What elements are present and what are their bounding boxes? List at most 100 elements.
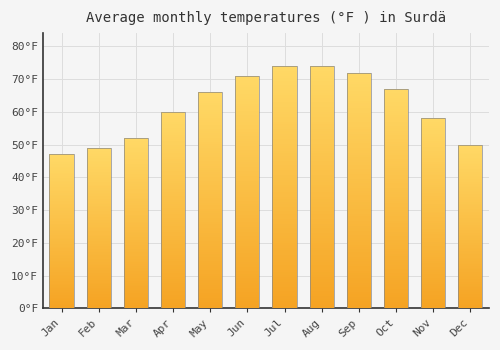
Bar (310, 202, 334, 204)
Bar (124, 254, 148, 256)
Bar (198, 300, 222, 302)
Bar (198, 244, 222, 246)
Bar (347, 167, 371, 169)
Bar (161, 184, 185, 187)
Bar (272, 173, 296, 175)
Bar (236, 285, 260, 288)
Bar (50, 298, 74, 299)
Bar (50, 202, 74, 204)
Bar (86, 148, 111, 308)
Bar (272, 114, 296, 117)
Bar (458, 303, 482, 305)
Bar (124, 276, 148, 278)
Bar (124, 261, 148, 262)
Bar (86, 254, 111, 256)
Bar (384, 254, 408, 256)
Bar (161, 304, 185, 307)
Bar (50, 250, 74, 252)
Bar (384, 205, 408, 208)
Bar (310, 226, 334, 229)
Bar (384, 249, 408, 251)
Bar (236, 176, 260, 178)
Bar (236, 111, 260, 113)
Bar (384, 183, 408, 186)
Bar (198, 298, 222, 300)
Bar (310, 107, 334, 110)
Bar (86, 215, 111, 217)
Bar (236, 94, 260, 97)
Bar (310, 110, 334, 112)
Bar (124, 222, 148, 223)
Bar (347, 136, 371, 139)
Bar (236, 253, 260, 255)
Bar (384, 115, 408, 118)
Bar (198, 101, 222, 103)
Bar (236, 257, 260, 260)
Bar (272, 66, 296, 68)
Bar (124, 256, 148, 257)
Bar (384, 232, 408, 234)
Bar (236, 90, 260, 92)
Bar (384, 262, 408, 265)
Bar (50, 290, 74, 292)
Bar (236, 164, 260, 167)
Bar (236, 88, 260, 90)
Bar (198, 293, 222, 295)
Bar (310, 76, 334, 78)
Bar (272, 197, 296, 199)
Bar (50, 190, 74, 191)
Bar (86, 297, 111, 299)
Bar (384, 192, 408, 194)
Bar (124, 307, 148, 308)
Bar (272, 182, 296, 185)
Bar (458, 287, 482, 289)
Bar (236, 197, 260, 199)
Bar (384, 208, 408, 210)
Bar (272, 221, 296, 224)
Bar (86, 275, 111, 276)
Bar (124, 264, 148, 266)
Bar (458, 294, 482, 295)
Bar (198, 261, 222, 263)
Bar (198, 166, 222, 168)
Bar (50, 276, 74, 278)
Bar (272, 76, 296, 78)
Bar (384, 100, 408, 102)
Bar (161, 177, 185, 179)
Bar (310, 219, 334, 221)
Bar (272, 250, 296, 253)
Bar (124, 160, 148, 162)
Bar (50, 256, 74, 258)
Bar (86, 148, 111, 308)
Bar (236, 215, 260, 218)
Bar (421, 291, 445, 293)
Bar (384, 220, 408, 223)
Bar (50, 221, 74, 222)
Bar (458, 276, 482, 277)
Bar (86, 185, 111, 187)
Bar (86, 199, 111, 201)
Bar (161, 244, 185, 246)
Bar (161, 285, 185, 287)
Bar (421, 297, 445, 299)
Bar (310, 255, 334, 258)
Bar (458, 281, 482, 282)
Bar (161, 195, 185, 196)
Bar (310, 303, 334, 306)
Bar (50, 187, 74, 188)
Bar (310, 163, 334, 166)
Bar (161, 279, 185, 281)
Bar (124, 262, 148, 264)
Bar (347, 172, 371, 174)
Bar (86, 220, 111, 222)
Bar (384, 89, 408, 91)
Bar (198, 94, 222, 97)
Bar (50, 248, 74, 250)
Bar (458, 284, 482, 286)
Bar (310, 211, 334, 214)
Bar (236, 211, 260, 213)
Bar (236, 255, 260, 257)
Bar (347, 122, 371, 125)
Bar (198, 174, 222, 176)
Bar (421, 208, 445, 210)
